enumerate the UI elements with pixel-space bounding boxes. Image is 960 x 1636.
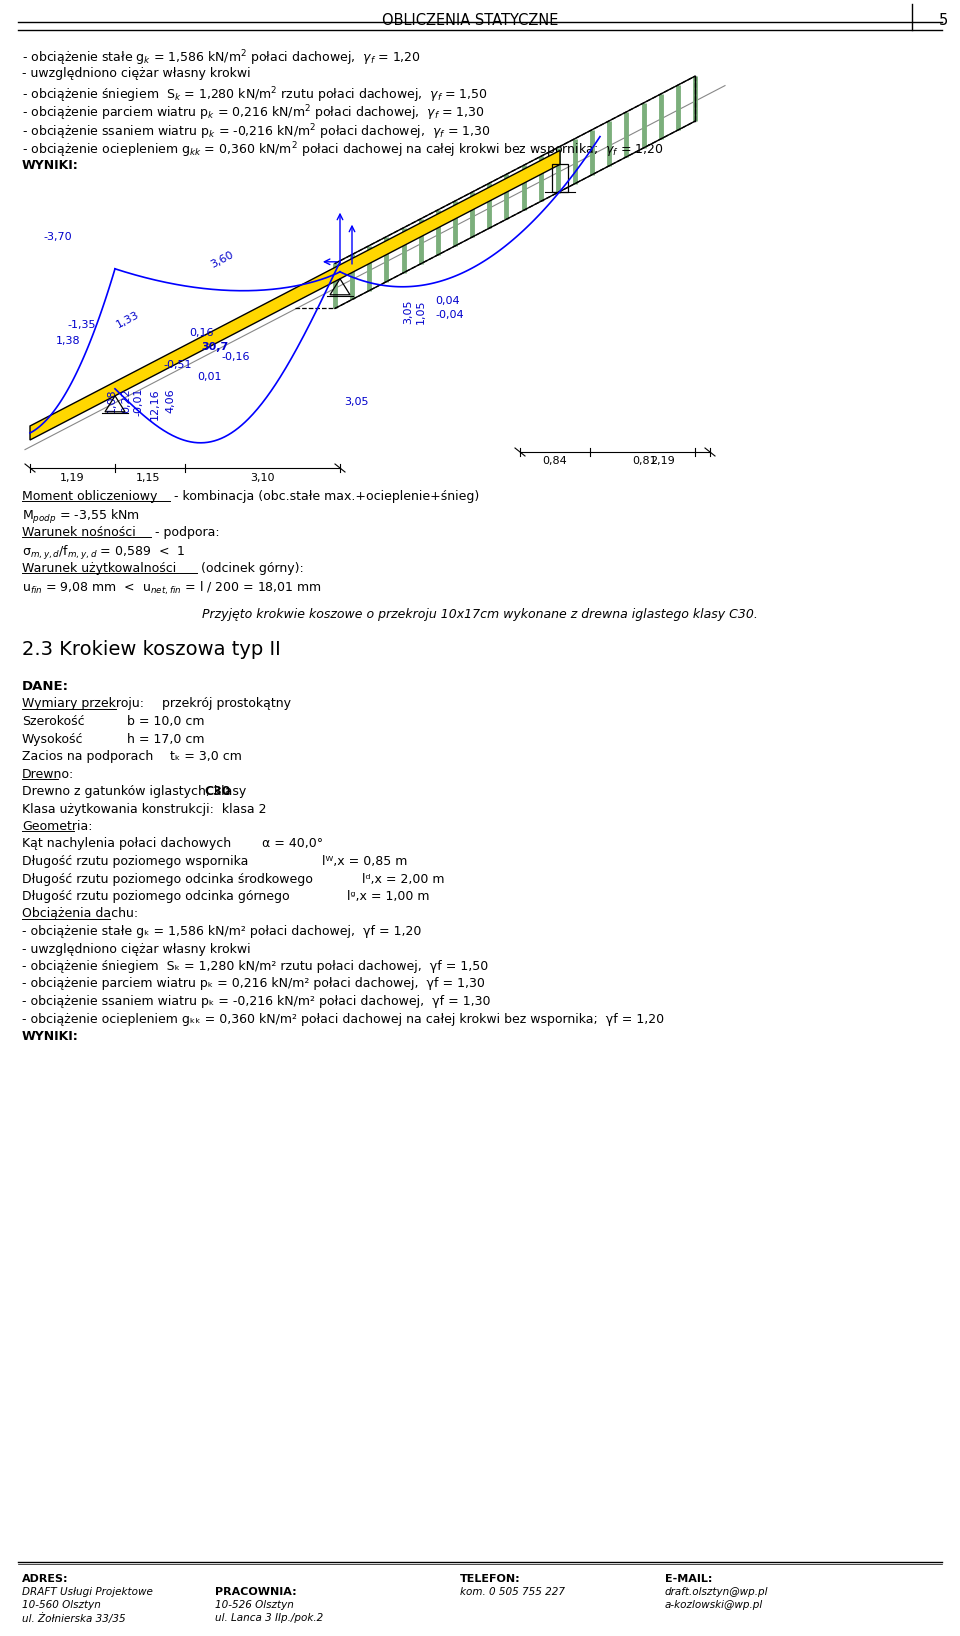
Text: - obciążenie śniegiem  S$_k$ = 1,280 kN/m$^2$ rzutu połaci dachowej,  $\gamma_f$: - obciążenie śniegiem S$_k$ = 1,280 kN/m… [22,85,488,105]
Text: h = 17,0 cm: h = 17,0 cm [127,733,204,746]
Text: Przyjęto krokwie koszowe o przekroju 10x17cm wykonane z drewna iglastego klasy C: Przyjęto krokwie koszowe o przekroju 10x… [202,609,758,622]
Text: - obciążenie parciem wiatru p$_k$ = 0,216 kN/m$^2$ połaci dachowej,  $\gamma_f$ : - obciążenie parciem wiatru p$_k$ = 0,21… [22,103,485,123]
Text: 3,10: 3,10 [250,473,275,483]
Text: - obciążenie śniegiem  Sₖ = 1,280 kN/m² rzutu połaci dachowej,  γf = 1,50: - obciążenie śniegiem Sₖ = 1,280 kN/m² r… [22,960,489,973]
Text: 5: 5 [939,13,948,28]
Text: 2.3 Krokiew koszowa typ II: 2.3 Krokiew koszowa typ II [22,640,280,659]
Text: Warunek nośności: Warunek nośności [22,527,135,538]
Text: - obciążenie stałe gₖ = 1,586 kN/m² połaci dachowej,  γf = 1,20: - obciążenie stałe gₖ = 1,586 kN/m² poła… [22,924,421,937]
Text: lᵈ,x = 2,00 m: lᵈ,x = 2,00 m [362,872,444,885]
Text: przekrój prostokątny: przekrój prostokątny [162,697,291,710]
Text: - obciążenie parciem wiatru pₖ = 0,216 kN/m² połaci dachowej,  γf = 1,30: - obciążenie parciem wiatru pₖ = 0,216 k… [22,977,485,990]
Text: Warunek użytkowalności: Warunek użytkowalności [22,563,177,574]
Text: ul. Lanca 3 IIp./pok.2: ul. Lanca 3 IIp./pok.2 [215,1613,324,1623]
Text: 3,60: 3,60 [209,250,235,270]
Text: 0,16: 0,16 [190,327,214,339]
Text: Szerokość: Szerokość [22,715,84,728]
Text: Moment obliczeniowy: Moment obliczeniowy [22,491,157,502]
Text: 10-560 Olsztyn: 10-560 Olsztyn [22,1600,101,1610]
Text: -0,04: -0,04 [435,309,464,321]
Text: 3,05: 3,05 [344,398,369,407]
Text: 1,33: 1,33 [115,309,141,330]
Text: lᵍ,x = 1,00 m: lᵍ,x = 1,00 m [347,890,429,903]
Text: Długość rzutu poziomego wspornika: Długość rzutu poziomego wspornika [22,856,249,869]
Text: 1,38: 1,38 [56,335,81,345]
Text: α = 40,0°: α = 40,0° [262,838,324,851]
Text: C30: C30 [204,785,230,798]
Text: - uwzględniono ciężar własny krokwi: - uwzględniono ciężar własny krokwi [22,942,251,955]
Text: - uwzględniono ciężar własny krokwi: - uwzględniono ciężar własny krokwi [22,67,251,80]
Text: 2,19: 2,19 [650,456,675,466]
Text: 0,04: 0,04 [435,296,460,306]
Text: - obciążenie ociepleniem gₖₖ = 0,360 kN/m² połaci dachowej na całej krokwi bez w: - obciążenie ociepleniem gₖₖ = 0,360 kN/… [22,1013,664,1026]
Text: 3,05: 3,05 [403,299,413,324]
Text: tₖ = 3,0 cm: tₖ = 3,0 cm [170,749,242,762]
Text: draft.olsztyn@wp.pl: draft.olsztyn@wp.pl [665,1587,769,1597]
Text: lᵂ,x = 0,85 m: lᵂ,x = 0,85 m [322,856,407,869]
Text: 30,7: 30,7 [202,342,228,352]
Text: DRAFT Usługi Projektowe: DRAFT Usługi Projektowe [22,1587,153,1597]
Text: OBLICZENIA STATYCZNE: OBLICZENIA STATYCZNE [382,13,558,28]
Text: 4,06: 4,06 [165,388,175,412]
Text: PRACOWNIA:: PRACOWNIA: [215,1587,297,1597]
Text: Obciążenia dachu:: Obciążenia dachu: [22,908,138,921]
Text: 1,19: 1,19 [60,473,84,483]
Text: Drewno:: Drewno: [22,767,74,780]
Text: -1,35: -1,35 [68,321,96,330]
Text: ul. Żołnierska 33/35: ul. Żołnierska 33/35 [22,1613,126,1625]
Text: Klasa użytkowania konstrukcji:  klasa 2: Klasa użytkowania konstrukcji: klasa 2 [22,803,267,815]
Text: - obciążenie ssaniem wiatru p$_k$ = -0,216 kN/m$^2$ połaci dachowej,  $\gamma_f$: - obciążenie ssaniem wiatru p$_k$ = -0,2… [22,123,491,142]
Text: Kąt nachylenia połaci dachowych: Kąt nachylenia połaci dachowych [22,838,231,851]
Text: Zacios na podporach: Zacios na podporach [22,749,154,762]
Text: M$_{podp}$ = -3,55 kNm: M$_{podp}$ = -3,55 kNm [22,509,139,527]
Text: - obciążenie ociepleniem g$_{kk}$ = 0,360 kN/m$^2$ połaci dachowej na całej krok: - obciążenie ociepleniem g$_{kk}$ = 0,36… [22,141,663,160]
Text: Drewno z gatunków iglastych, klasy: Drewno z gatunków iglastych, klasy [22,785,251,798]
Text: WYNIKI:: WYNIKI: [22,159,79,172]
Text: 0,81: 0,81 [633,456,658,466]
Text: σ$_{m,y,d}$/f$_{m,y,d}$ = 0,589  <  1: σ$_{m,y,d}$/f$_{m,y,d}$ = 0,589 < 1 [22,545,185,563]
Text: 0,84: 0,84 [542,456,567,466]
Text: 1,05: 1,05 [416,299,426,324]
Text: WYNIKI:: WYNIKI: [22,1031,79,1044]
Text: Wysokość: Wysokość [22,733,84,746]
Text: u$_{fin}$ = 9,08 mm  <  u$_{net,fin}$ = l / 200 = 18,01 mm: u$_{fin}$ = 9,08 mm < u$_{net,fin}$ = l … [22,581,322,597]
Text: E-MAIL:: E-MAIL: [665,1574,712,1584]
Text: b = 10,0 cm: b = 10,0 cm [127,715,204,728]
Text: -0,51: -0,51 [164,360,192,370]
Text: kom. 0 505 755 227: kom. 0 505 755 227 [460,1587,565,1597]
Text: 10-526 Olsztyn: 10-526 Olsztyn [215,1600,294,1610]
Text: a-kozlowski@wp.pl: a-kozlowski@wp.pl [665,1600,763,1610]
Text: TELEFON:: TELEFON: [460,1574,520,1584]
Text: 0,01: 0,01 [198,371,223,381]
Text: 12,16: 12,16 [150,388,160,419]
Text: -3,70: -3,70 [44,232,72,242]
Text: ADRES:: ADRES: [22,1574,68,1584]
Text: - obciążenie stałe g$_k$ = 1,586 kN/m$^2$ połaci dachowej,  $\gamma_f$ = 1,20: - obciążenie stałe g$_k$ = 1,586 kN/m$^2… [22,47,421,67]
Text: Długość rzutu poziomego odcinka środkowego: Długość rzutu poziomego odcinka środkowe… [22,872,313,885]
Text: Wymiary przekroju:: Wymiary przekroju: [22,697,144,710]
Text: Długość rzutu poziomego odcinka górnego: Długość rzutu poziomego odcinka górnego [22,890,290,903]
Text: - obciążenie ssaniem wiatru pₖ = -0,216 kN/m² połaci dachowej,  γf = 1,30: - obciążenie ssaniem wiatru pₖ = -0,216 … [22,995,491,1008]
Polygon shape [30,151,560,440]
Text: - podpora:: - podpora: [151,527,220,538]
Text: Geometria:: Geometria: [22,820,92,833]
Text: -0,01: -0,01 [133,388,143,417]
Text: DANE:: DANE: [22,681,69,694]
Text: 1,15: 1,15 [135,473,160,483]
Text: 1,08: 1,08 [107,388,117,412]
Text: (odcinek górny):: (odcinek górny): [197,563,303,574]
Text: 0,22: 0,22 [121,388,131,412]
Text: - kombinacja (obc.stałe max.+ocieplenie+śnieg): - kombinacja (obc.stałe max.+ocieplenie+… [170,491,479,502]
Text: -0,16: -0,16 [222,352,251,362]
